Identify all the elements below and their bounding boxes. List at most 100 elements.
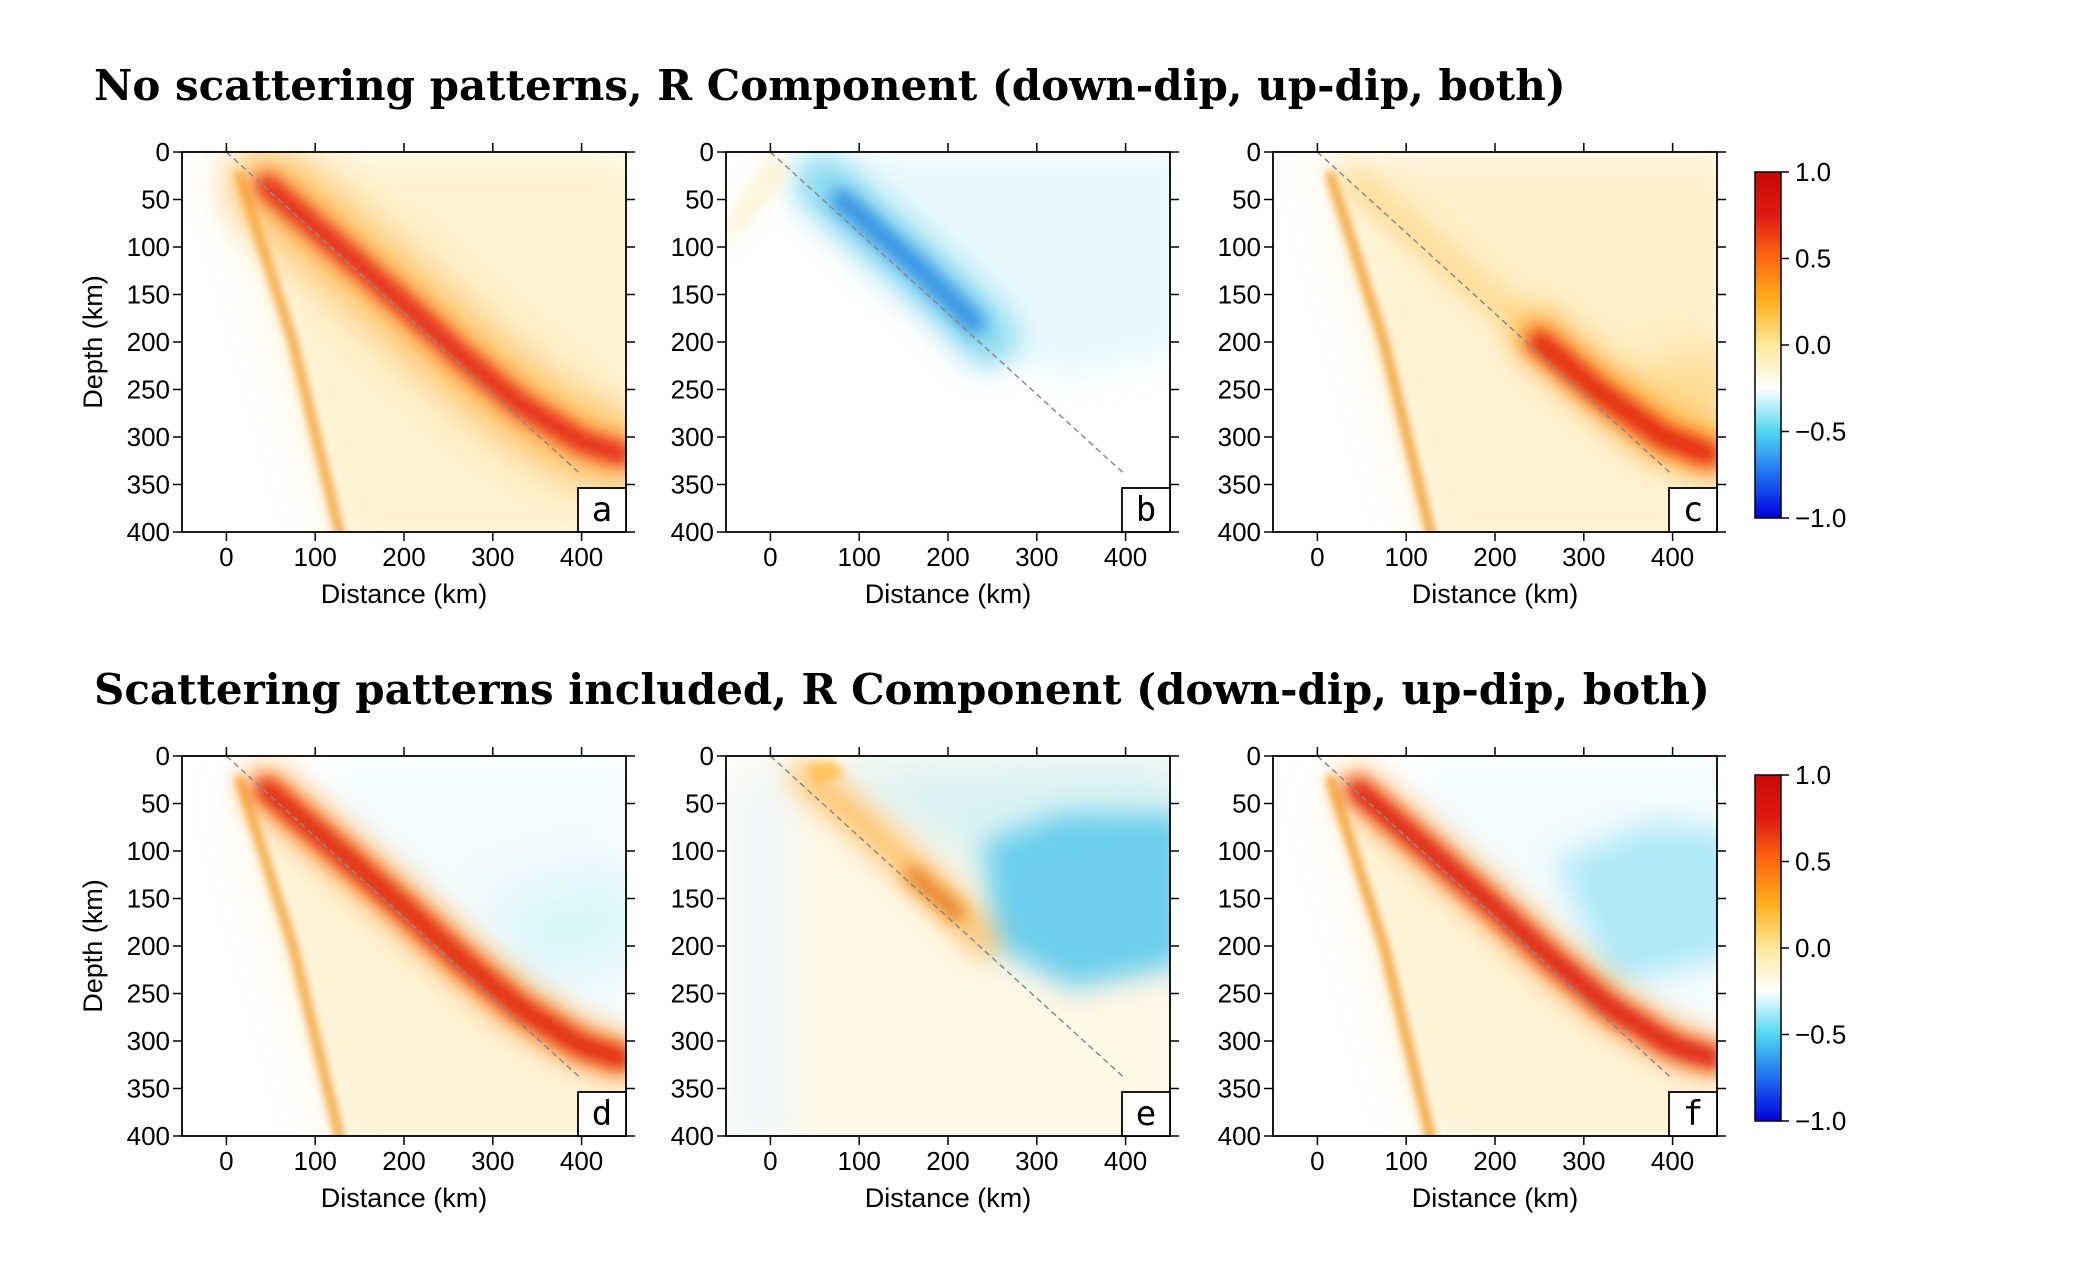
- y-tick-label: 400: [127, 517, 170, 547]
- x-tick-label: 0: [1310, 1146, 1324, 1176]
- colorbar-tick-label: 0.0: [1795, 330, 1831, 360]
- colorbar-tick-label: −1.0: [1795, 1106, 1846, 1136]
- y-tick-label: 350: [1218, 1074, 1261, 1104]
- y-tick-label: 250: [127, 375, 170, 405]
- x-tick-label: 300: [1015, 1146, 1058, 1176]
- heatmap-field-b: [726, 152, 1170, 532]
- colorbar-gradient: [1754, 774, 1782, 1122]
- y-tick-label: 150: [1218, 884, 1261, 914]
- x-tick-label: 400: [1104, 542, 1147, 572]
- x-tick-label: 100: [838, 542, 881, 572]
- y-tick-label: 250: [671, 979, 714, 1009]
- panel-letter: c: [1683, 490, 1703, 530]
- x-tick-label: 300: [1015, 542, 1058, 572]
- x-tick-label: 0: [219, 1146, 233, 1176]
- panel-letter-box: [1668, 1091, 1718, 1137]
- y-tick-label: 300: [671, 1026, 714, 1056]
- y-tick-label: 150: [671, 884, 714, 914]
- x-tick-label: 100: [1385, 542, 1428, 572]
- x-tick-label: 0: [1310, 542, 1324, 572]
- x-axis-label: Distance (km): [865, 579, 1032, 609]
- y-tick-label: 100: [671, 836, 714, 866]
- panel-d: 0 100 200 300 400 0 50 100 150 200 250 300 350 400 Dis…: [78, 741, 635, 1213]
- x-tick-label: 400: [1651, 1146, 1694, 1176]
- y-tick-label: 50: [685, 789, 714, 819]
- colorbar-tick-label: 0.0: [1795, 933, 1831, 963]
- panel-a: 0 100 200 300 400 0 50 100 150 200 250 300 350 400 Dis…: [78, 137, 635, 609]
- x-tick-label: 0: [219, 542, 233, 572]
- x-tick-label: 400: [1651, 542, 1694, 572]
- row-title-bottom: Scattering patterns included, R Componen…: [94, 665, 1710, 714]
- colorbar-tick-label: 1.0: [1795, 760, 1831, 790]
- slab-dashed-line: [769, 755, 1127, 1080]
- panel-letter: b: [1136, 490, 1156, 530]
- colorbars: 1.0 0.5 0.0 −0.5 −1.0 1.0 0.5 0.0 −0.5 −1.0: [1754, 157, 1846, 1136]
- heatmap-field-d: [182, 756, 626, 1136]
- colorbar-tick-label: 0.5: [1795, 244, 1831, 274]
- y-tick-label: 350: [671, 1074, 714, 1104]
- panel-e: 0 100 200 300 400 0 50 100 150 200 250 300 350 400 Dis…: [671, 741, 1179, 1213]
- colorbar-tick-label: −0.5: [1795, 1020, 1846, 1050]
- y-tick-label: 100: [1218, 836, 1261, 866]
- y-tick-label: 400: [1218, 1121, 1261, 1151]
- x-tick-label: 300: [471, 542, 514, 572]
- heatmap-field-a: [182, 152, 626, 532]
- y-tick-label: 0: [1247, 741, 1261, 771]
- x-tick-label: 100: [838, 1146, 881, 1176]
- x-tick-label: 200: [1473, 1146, 1516, 1176]
- slab-dashed-line: [225, 151, 583, 476]
- x-tick-label: 400: [1104, 1146, 1147, 1176]
- y-tick-label: 150: [127, 884, 170, 914]
- y-tick-label: 250: [671, 375, 714, 405]
- panel-f: 0 100 200 300 400 0 50 100 150 200 250 300 350 400 Dis…: [1218, 741, 1726, 1213]
- y-tick-label: 50: [1232, 185, 1261, 215]
- y-tick-label: 350: [127, 470, 170, 500]
- y-tick-label: 200: [127, 931, 170, 961]
- y-tick-label: 200: [127, 327, 170, 357]
- row-title-top: No scattering patterns, R Component (dow…: [94, 61, 1566, 110]
- y-tick-label: 100: [127, 836, 170, 866]
- x-tick-label: 400: [560, 542, 603, 572]
- panel-letter-box: [1668, 487, 1718, 533]
- y-tick-label: 400: [1218, 517, 1261, 547]
- y-tick-label: 0: [156, 741, 170, 771]
- x-axis-label: Distance (km): [1412, 579, 1579, 609]
- y-axis-label: Depth (km): [78, 275, 108, 409]
- panel-letter: d: [592, 1094, 612, 1134]
- heatmap-field-e: [726, 756, 1170, 1136]
- y-tick-label: 100: [127, 232, 170, 262]
- y-tick-label: 50: [141, 185, 170, 215]
- y-tick-label: 100: [671, 232, 714, 262]
- colorbar-gradient: [1754, 171, 1782, 519]
- x-tick-label: 200: [382, 542, 425, 572]
- panel-letter: f: [1683, 1094, 1703, 1134]
- colorbar-2: 1.0 0.5 0.0 −0.5 −1.0: [1754, 760, 1846, 1136]
- y-tick-label: 50: [685, 185, 714, 215]
- x-tick-label: 0: [763, 542, 777, 572]
- heatmap-field-c: [1273, 152, 1717, 532]
- y-tick-label: 400: [671, 517, 714, 547]
- y-axis-label: Depth (km): [78, 879, 108, 1013]
- slab-dashed-line: [769, 151, 1127, 476]
- panels: 0 100 200 300 400 0 50 100 150 200 250 300 350 400 Dis…: [78, 137, 1726, 1213]
- y-tick-label: 0: [700, 137, 714, 167]
- x-tick-label: 300: [1562, 1146, 1605, 1176]
- y-tick-label: 250: [127, 979, 170, 1009]
- colorbar-tick-label: −1.0: [1795, 503, 1846, 533]
- x-tick-label: 300: [471, 1146, 514, 1176]
- x-axis-label: Distance (km): [1412, 1183, 1579, 1213]
- x-tick-label: 200: [382, 1146, 425, 1176]
- y-tick-label: 300: [1218, 1026, 1261, 1056]
- y-tick-label: 350: [1218, 470, 1261, 500]
- panel-letter: a: [592, 490, 612, 530]
- y-tick-label: 300: [127, 1026, 170, 1056]
- y-tick-label: 400: [127, 1121, 170, 1151]
- y-tick-label: 150: [1218, 280, 1261, 310]
- panel-b: 0 100 200 300 400 0 50 100 150 200 250 300 350 400 Dis…: [671, 137, 1179, 609]
- colorbar-tick-label: 1.0: [1795, 157, 1831, 187]
- x-tick-label: 300: [1562, 542, 1605, 572]
- panel-letter-box: [1121, 487, 1171, 533]
- y-tick-label: 150: [127, 280, 170, 310]
- x-axis-label: Distance (km): [865, 1183, 1032, 1213]
